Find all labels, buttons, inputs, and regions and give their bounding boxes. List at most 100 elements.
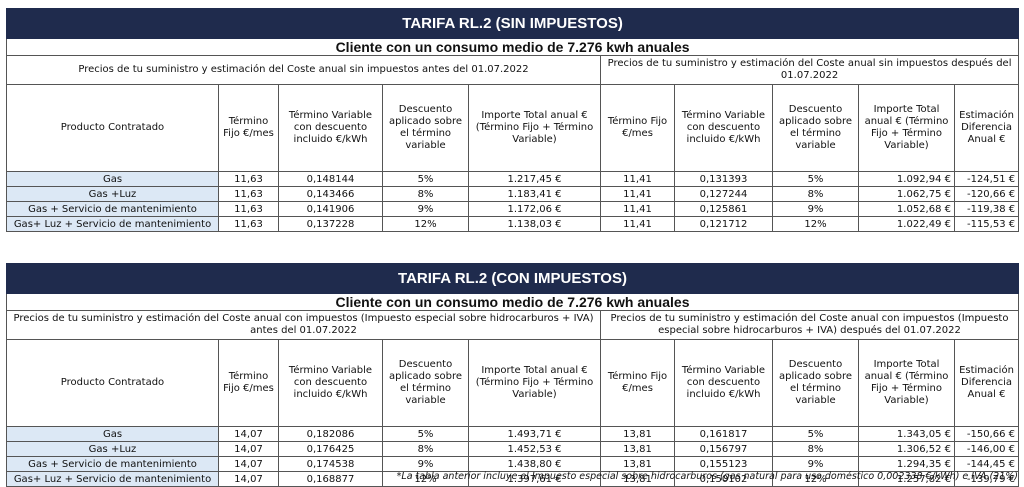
diferencia-cell: -119,38 €	[953, 201, 1020, 217]
importe-cell: 1.172,06 €	[468, 201, 601, 217]
table-title: TARIFA RL.2 (CON IMPUESTOS)	[6, 263, 1019, 294]
header-termino-variable-after: Término Variable con descuento incluido …	[674, 84, 773, 172]
footnote: *La tabla anterior incluye el Impuesto e…	[396, 471, 1018, 482]
diferencia-cell: -124,51 €	[953, 171, 1020, 187]
termino-fijo-cell: 11,63	[218, 186, 279, 202]
descuento-after-cell: 9%	[772, 201, 859, 217]
termino-variable-cell: 0,176425	[278, 441, 383, 457]
header-diferencia: Estimación Diferencia Anual €	[953, 84, 1020, 172]
header-producto: Producto Contratado	[6, 339, 219, 427]
table-title: TARIFA RL.2 (SIN IMPUESTOS)	[5, 8, 1020, 39]
column-header-row: Producto Contratado Término Fijo €/mes T…	[6, 339, 1019, 427]
termino-variable-cell: 0,148144	[278, 171, 383, 187]
header-importe-before: Importe Total anual € (Término Fijo + Té…	[468, 84, 601, 172]
termino-variable-after-cell: 0,121712	[674, 216, 773, 232]
termino-fijo-after-cell: 11,41	[600, 171, 675, 187]
header-termino-variable-after: Término Variable con descuento incluido …	[674, 339, 773, 427]
producto-cell: Gas+ Luz + Servicio de mantenimiento	[6, 216, 219, 232]
descuento-cell: 9%	[382, 456, 469, 472]
termino-fijo-cell: 14,07	[218, 426, 279, 442]
importe-after-cell: 1.092,94 €	[858, 171, 955, 187]
descuento-after-cell: 9%	[772, 456, 859, 472]
descuento-after-cell: 5%	[772, 171, 859, 187]
diferencia-cell: -146,00 €	[954, 441, 1019, 457]
termino-variable-after-cell: 0,125861	[674, 201, 773, 217]
termino-fijo-cell: 14,07	[218, 441, 279, 457]
importe-after-cell: 1.294,35 €	[858, 456, 955, 472]
descuento-cell: 5%	[382, 426, 469, 442]
importe-cell: 1.438,80 €	[468, 456, 601, 472]
header-termino-variable: Término Variable con descuento incluido …	[278, 339, 383, 427]
table-row: Gas +Luz 11,63 0,143466 8% 1.183,41 € 11…	[6, 186, 1020, 202]
period-after-label: Precios de tu suministro y estimación de…	[599, 55, 1020, 85]
table-row: Gas 11,63 0,148144 5% 1.217,45 € 11,41 0…	[6, 171, 1020, 187]
termino-fijo-after-cell: 13,81	[600, 456, 675, 472]
table-subtitle: Cliente con un consumo medio de 7.276 kw…	[5, 38, 1020, 56]
descuento-cell: 12%	[382, 216, 469, 232]
termino-fijo-cell: 11,63	[218, 171, 279, 187]
termino-variable-cell: 0,174538	[278, 456, 383, 472]
descuento-after-cell: 8%	[772, 186, 859, 202]
termino-variable-after-cell: 0,131393	[674, 171, 773, 187]
importe-cell: 1.217,45 €	[468, 171, 601, 187]
period-before-label: Precios de tu suministro y estimación de…	[6, 55, 601, 85]
importe-after-cell: 1.062,75 €	[858, 186, 955, 202]
descuento-after-cell: 8%	[772, 441, 859, 457]
header-producto: Producto Contratado	[6, 84, 219, 172]
termino-fijo-after-cell: 13,81	[600, 426, 675, 442]
termino-variable-cell: 0,168877	[278, 471, 383, 487]
header-termino-fijo-after: Término Fijo €/mes	[600, 339, 675, 427]
period-before-label: Precios de tu suministro y estimación de…	[6, 310, 601, 340]
header-termino-fijo: Término Fijo €/mes	[218, 84, 279, 172]
importe-cell: 1.452,53 €	[468, 441, 601, 457]
termino-fijo-cell: 14,07	[218, 471, 279, 487]
termino-fijo-cell: 11,63	[218, 216, 279, 232]
producto-cell: Gas	[6, 171, 219, 187]
period-after-label: Precios de tu suministro y estimación de…	[600, 310, 1019, 340]
table-row: Gas+ Luz + Servicio de mantenimiento 11,…	[6, 216, 1020, 232]
descuento-after-cell: 5%	[772, 426, 859, 442]
termino-variable-after-cell: 0,155123	[674, 456, 773, 472]
termino-fijo-after-cell: 11,41	[600, 186, 675, 202]
termino-variable-cell: 0,141906	[278, 201, 383, 217]
producto-cell: Gas +Luz	[6, 186, 219, 202]
descuento-after-cell: 12%	[772, 216, 859, 232]
descuento-cell: 5%	[382, 171, 469, 187]
importe-after-cell: 1.306,52 €	[858, 441, 955, 457]
header-importe-before: Importe Total anual € (Término Fijo + Té…	[468, 339, 601, 427]
diferencia-cell: -115,53 €	[953, 216, 1020, 232]
importe-cell: 1.138,03 €	[468, 216, 601, 232]
termino-variable-cell: 0,137228	[278, 216, 383, 232]
header-descuento-after: Descuento aplicado sobre el término vari…	[772, 339, 859, 427]
importe-after-cell: 1.052,68 €	[858, 201, 955, 217]
diferencia-cell: -120,66 €	[953, 186, 1020, 202]
header-termino-variable: Término Variable con descuento incluido …	[278, 84, 383, 172]
producto-cell: Gas+ Luz + Servicio de mantenimiento	[6, 471, 219, 487]
producto-cell: Gas +Luz	[6, 441, 219, 457]
termino-variable-after-cell: 0,156797	[674, 441, 773, 457]
producto-cell: Gas	[6, 426, 219, 442]
termino-variable-cell: 0,143466	[278, 186, 383, 202]
header-descuento: Descuento aplicado sobre el término vari…	[382, 84, 469, 172]
importe-after-cell: 1.343,05 €	[858, 426, 955, 442]
importe-cell: 1.493,71 €	[468, 426, 601, 442]
tarifa-con-impuestos-table: TARIFA RL.2 (CON IMPUESTOS) Cliente con …	[6, 263, 1019, 487]
table-row: Gas +Luz 14,07 0,176425 8% 1.452,53 € 13…	[6, 441, 1019, 457]
header-importe-after: Importe Total anual € (Término Fijo + Té…	[858, 339, 955, 427]
table-subtitle: Cliente con un consumo medio de 7.276 kw…	[6, 293, 1019, 311]
header-descuento-after: Descuento aplicado sobre el término vari…	[772, 84, 859, 172]
termino-fijo-after-cell: 13,81	[600, 441, 675, 457]
table-row: Gas + Servicio de mantenimiento 14,07 0,…	[6, 456, 1019, 472]
descuento-cell: 8%	[382, 441, 469, 457]
termino-variable-after-cell: 0,127244	[674, 186, 773, 202]
diferencia-cell: -150,66 €	[954, 426, 1019, 442]
header-descuento: Descuento aplicado sobre el término vari…	[382, 339, 469, 427]
column-header-row: Producto Contratado Término Fijo €/mes T…	[6, 84, 1020, 172]
termino-fijo-cell: 11,63	[218, 201, 279, 217]
termino-fijo-after-cell: 11,41	[600, 216, 675, 232]
header-termino-fijo-after: Término Fijo €/mes	[600, 84, 675, 172]
termino-variable-after-cell: 0,161817	[674, 426, 773, 442]
termino-fijo-cell: 14,07	[218, 456, 279, 472]
table-row: Gas + Servicio de mantenimiento 11,63 0,…	[6, 201, 1020, 217]
descuento-cell: 8%	[382, 186, 469, 202]
